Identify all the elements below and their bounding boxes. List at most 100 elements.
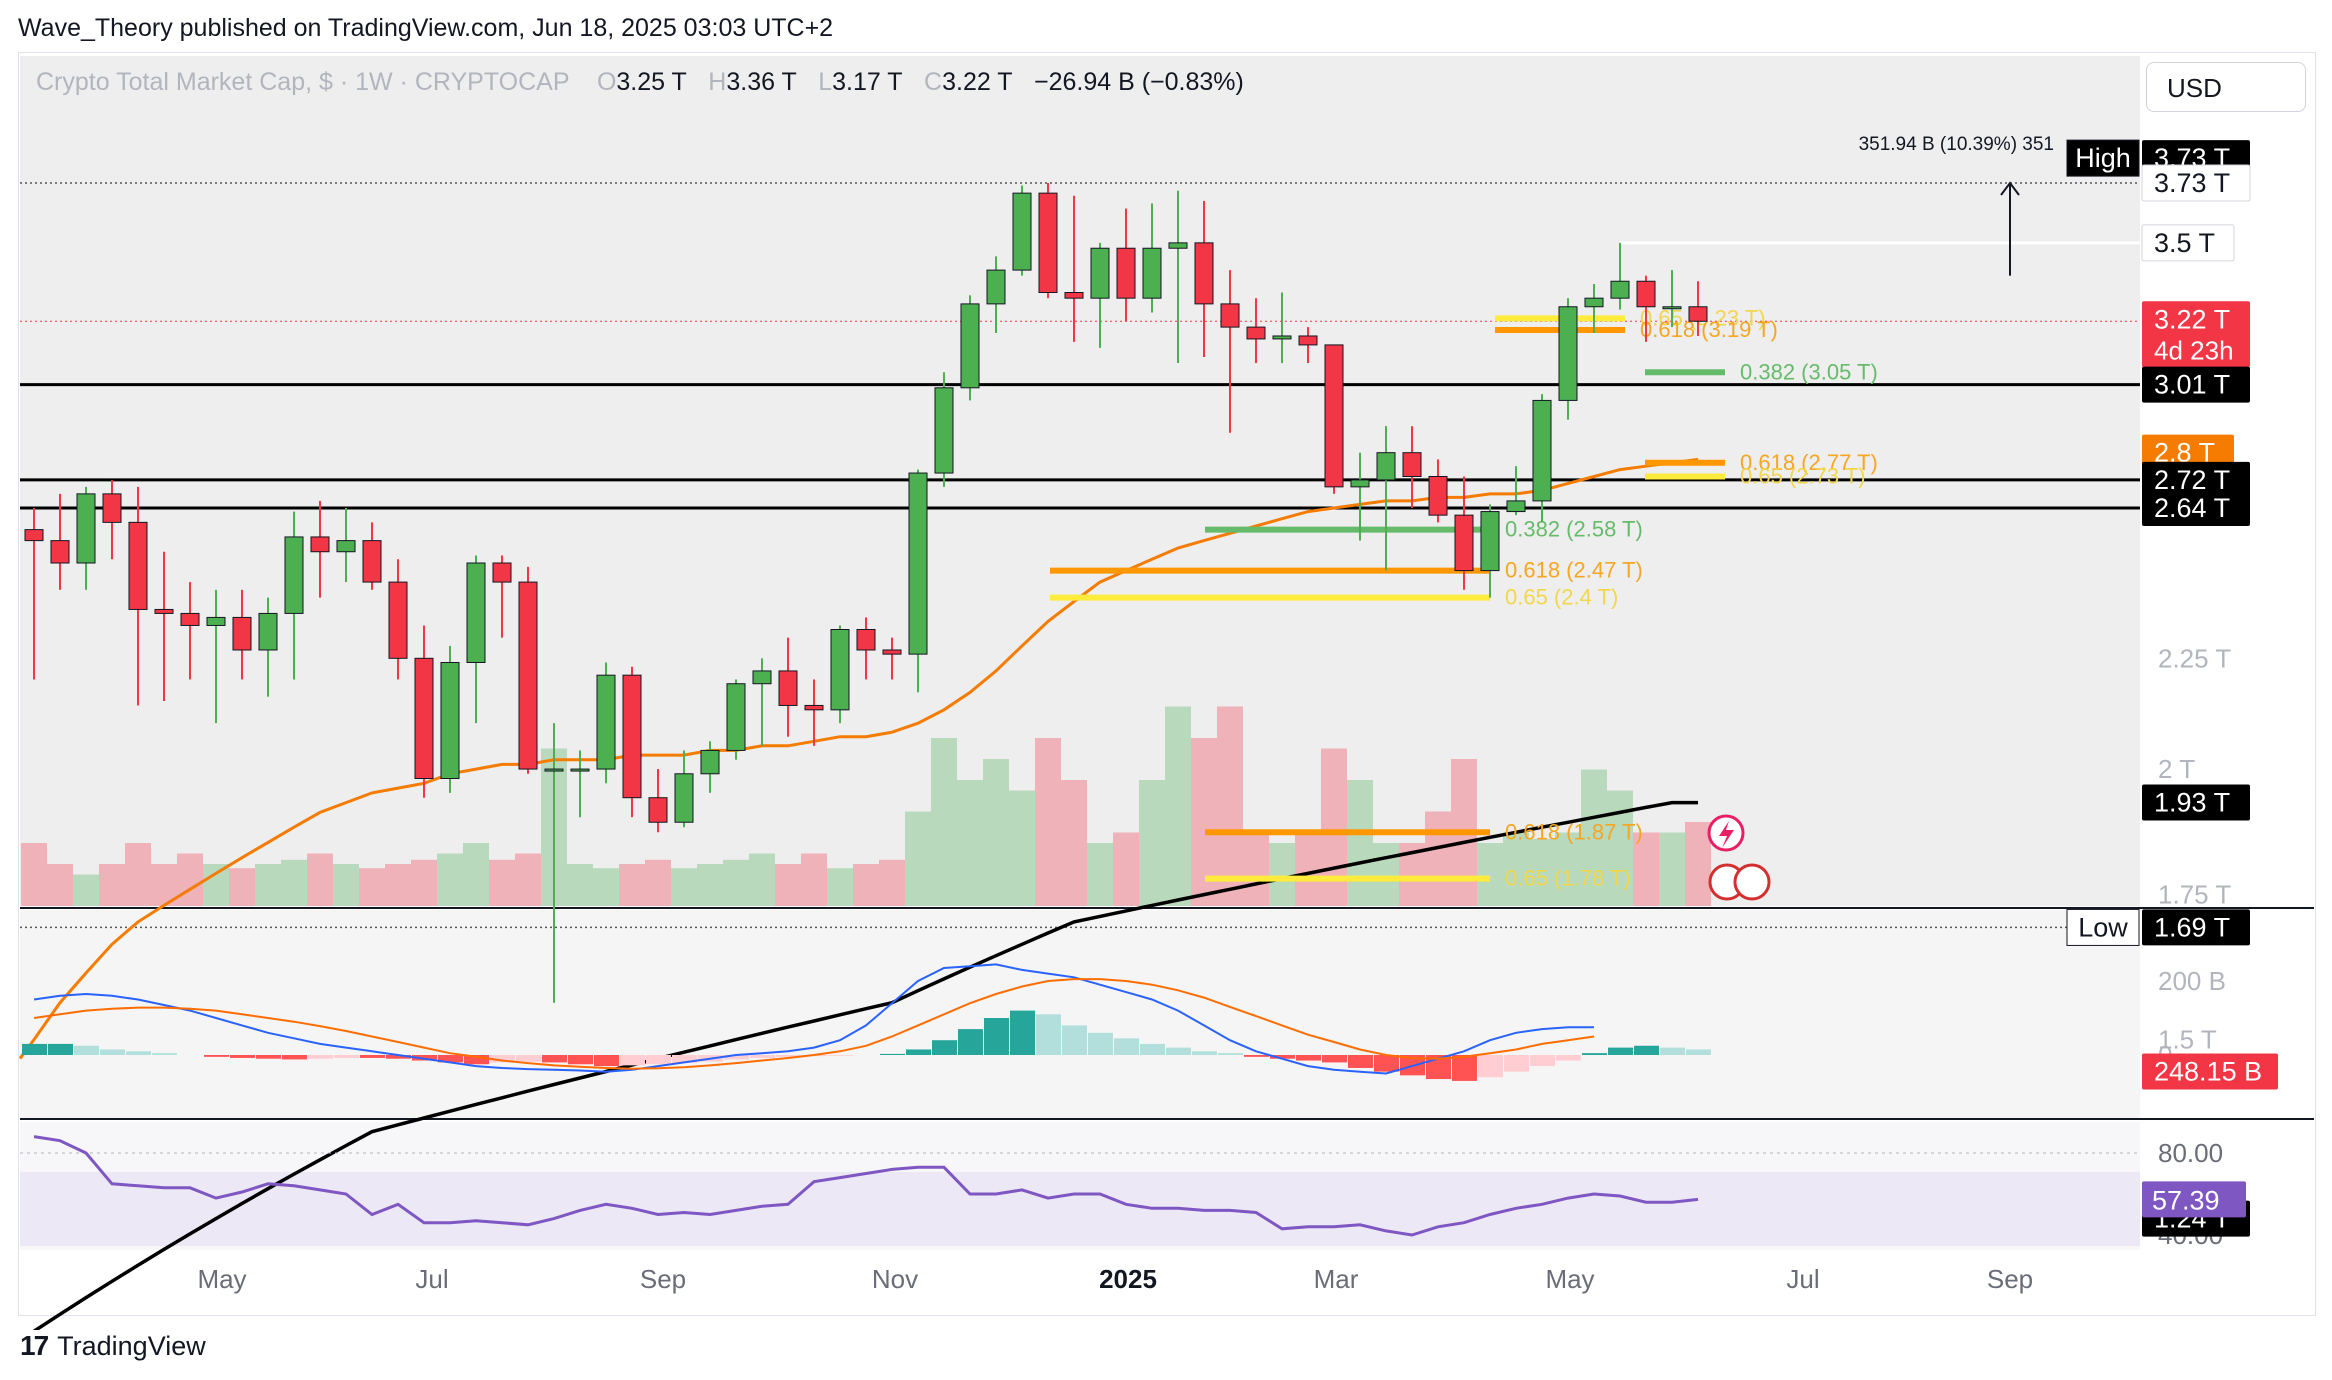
candle-body [102,493,122,523]
rsi-pane [20,1135,2140,1237]
volume-bar [1373,843,1399,906]
price-tag-countdown: 4d 23h [2154,335,2234,365]
candle-body [1246,326,1266,340]
price-tag-flag [2066,139,2140,177]
candle-body [596,674,616,770]
candle-body [986,269,1006,305]
macd-histogram-bar [984,1018,1009,1055]
background-layer [20,56,2314,1250]
macd-histogram-bar [880,1053,905,1055]
candle-body [1116,247,1136,299]
price-tag [2142,490,2250,526]
macd-histogram-bar [1192,1051,1217,1055]
candle-body [1428,475,1448,516]
candle-body [492,562,512,583]
price-tag-flag [2066,908,2140,946]
macd-histogram-bar [1634,1045,1659,1055]
chart-frame [18,52,2316,1316]
macd-histogram-bar [1270,1055,1295,1059]
macd-histogram-bar [22,1043,47,1055]
x-tick-label: Mar [1314,1264,1359,1294]
rsi-tick-label: 80.00 [2158,1138,2223,1168]
volume-bar [411,859,437,906]
volume-bar [1529,838,1555,906]
candle-body [128,521,148,610]
price-tag-flag-text: High [2075,143,2131,173]
candle-body [1350,479,1370,488]
candle-body [830,628,850,711]
macd-histogram-bar [256,1055,281,1059]
volume-bar [619,864,645,906]
price-tag [2142,1053,2278,1090]
volume-bar [1009,790,1035,906]
price-tag [2142,461,2250,498]
macd-histogram-bar [1504,1055,1529,1072]
volume-bar [515,853,541,906]
macd-histogram-bar [542,1055,567,1063]
candle-body [1038,192,1058,293]
macd-histogram-bar [100,1049,125,1055]
price-tag-value: 3.22 T [2154,304,2230,334]
macd-histogram-bar [932,1040,957,1055]
candle-body [24,529,44,542]
candle-body [336,540,356,553]
candle-body [1272,335,1292,340]
macd-histogram-bar [282,1055,307,1060]
volume-bar [697,864,723,906]
volume-bar [1035,738,1061,906]
volume-bar [437,853,463,906]
us-flag-icon [1733,863,1771,901]
price-tag-value: 248.15 B [2154,1056,2262,1086]
candle-body [1610,280,1630,299]
fib-label: 0.618 (2.47 T) [1505,558,1643,583]
candle-body [700,749,720,775]
volume-bar [255,864,281,906]
fib-label: 0.618 (1.87 T) [1505,819,1643,844]
horizontal-lines: 351.94 B (10.39%) 351 [20,134,2140,929]
symbol-name[interactable]: Crypto Total Market Cap, $ · 1W · CRYPTO… [36,68,570,96]
price-tag-value: 1.93 T [2154,788,2230,818]
currency-button[interactable]: USD [2146,62,2306,112]
volume-bar [47,864,73,906]
macd-histogram-bar [386,1055,411,1059]
volume-bar [1087,843,1113,906]
publisher-line: Wave_Theory published on TradingView.com… [18,14,834,42]
chart-canvas[interactable]: 351.94 B (10.39%) 351 0.382 (3.05 T) 0.61… [0,0,2332,1330]
price-tag-flag-text: Low [2078,912,2128,942]
macd-histogram-bar [438,1055,463,1063]
candle-body [50,540,70,564]
high-value: 3.36 T [726,68,797,96]
y-tick-label: 1.75 T [2158,880,2231,910]
candle-body [1688,306,1708,322]
lightning-icon [1719,821,1734,848]
fib-label: 0.382 (3.05 T) [1740,359,1878,384]
low-label: L [818,68,833,96]
volume-bar [1425,811,1451,906]
volume-bar [1477,843,1503,906]
volume-bar [489,859,515,906]
price-tag [2142,434,2234,471]
macd-histogram-bar [672,1055,697,1064]
x-tick-label: 2025 [1099,1264,1157,1294]
rsi-value-text: 57.39 [2152,1185,2220,1215]
macd-histogram-bar [828,1055,853,1056]
x-tick-label: Sep [1987,1264,2033,1294]
close-value: 3.22 T [942,68,1013,96]
high-label: H [708,68,727,96]
x-tick-label: May [197,1264,246,1294]
volume-bar [775,864,801,906]
volume-bar [307,853,333,906]
ohlc-legend: Crypto Total Market Cap, $ · 1W · CRYPTO… [36,68,1244,97]
macd-histogram-bar [126,1051,151,1055]
tradingview-footer[interactable]: 17 TradingView [20,1330,206,1362]
macd-histogram-bar [74,1045,99,1055]
candle-body [856,628,876,651]
fib-label: 0.618 (2.77 T) [1740,450,1878,475]
macd-histogram-bar [646,1055,671,1065]
candle-body [1324,344,1344,488]
volume-bar [567,864,593,906]
y-tick-label: 2.25 T [2158,643,2231,673]
volume-bar [827,868,853,906]
macd-histogram-bar [750,1055,775,1058]
